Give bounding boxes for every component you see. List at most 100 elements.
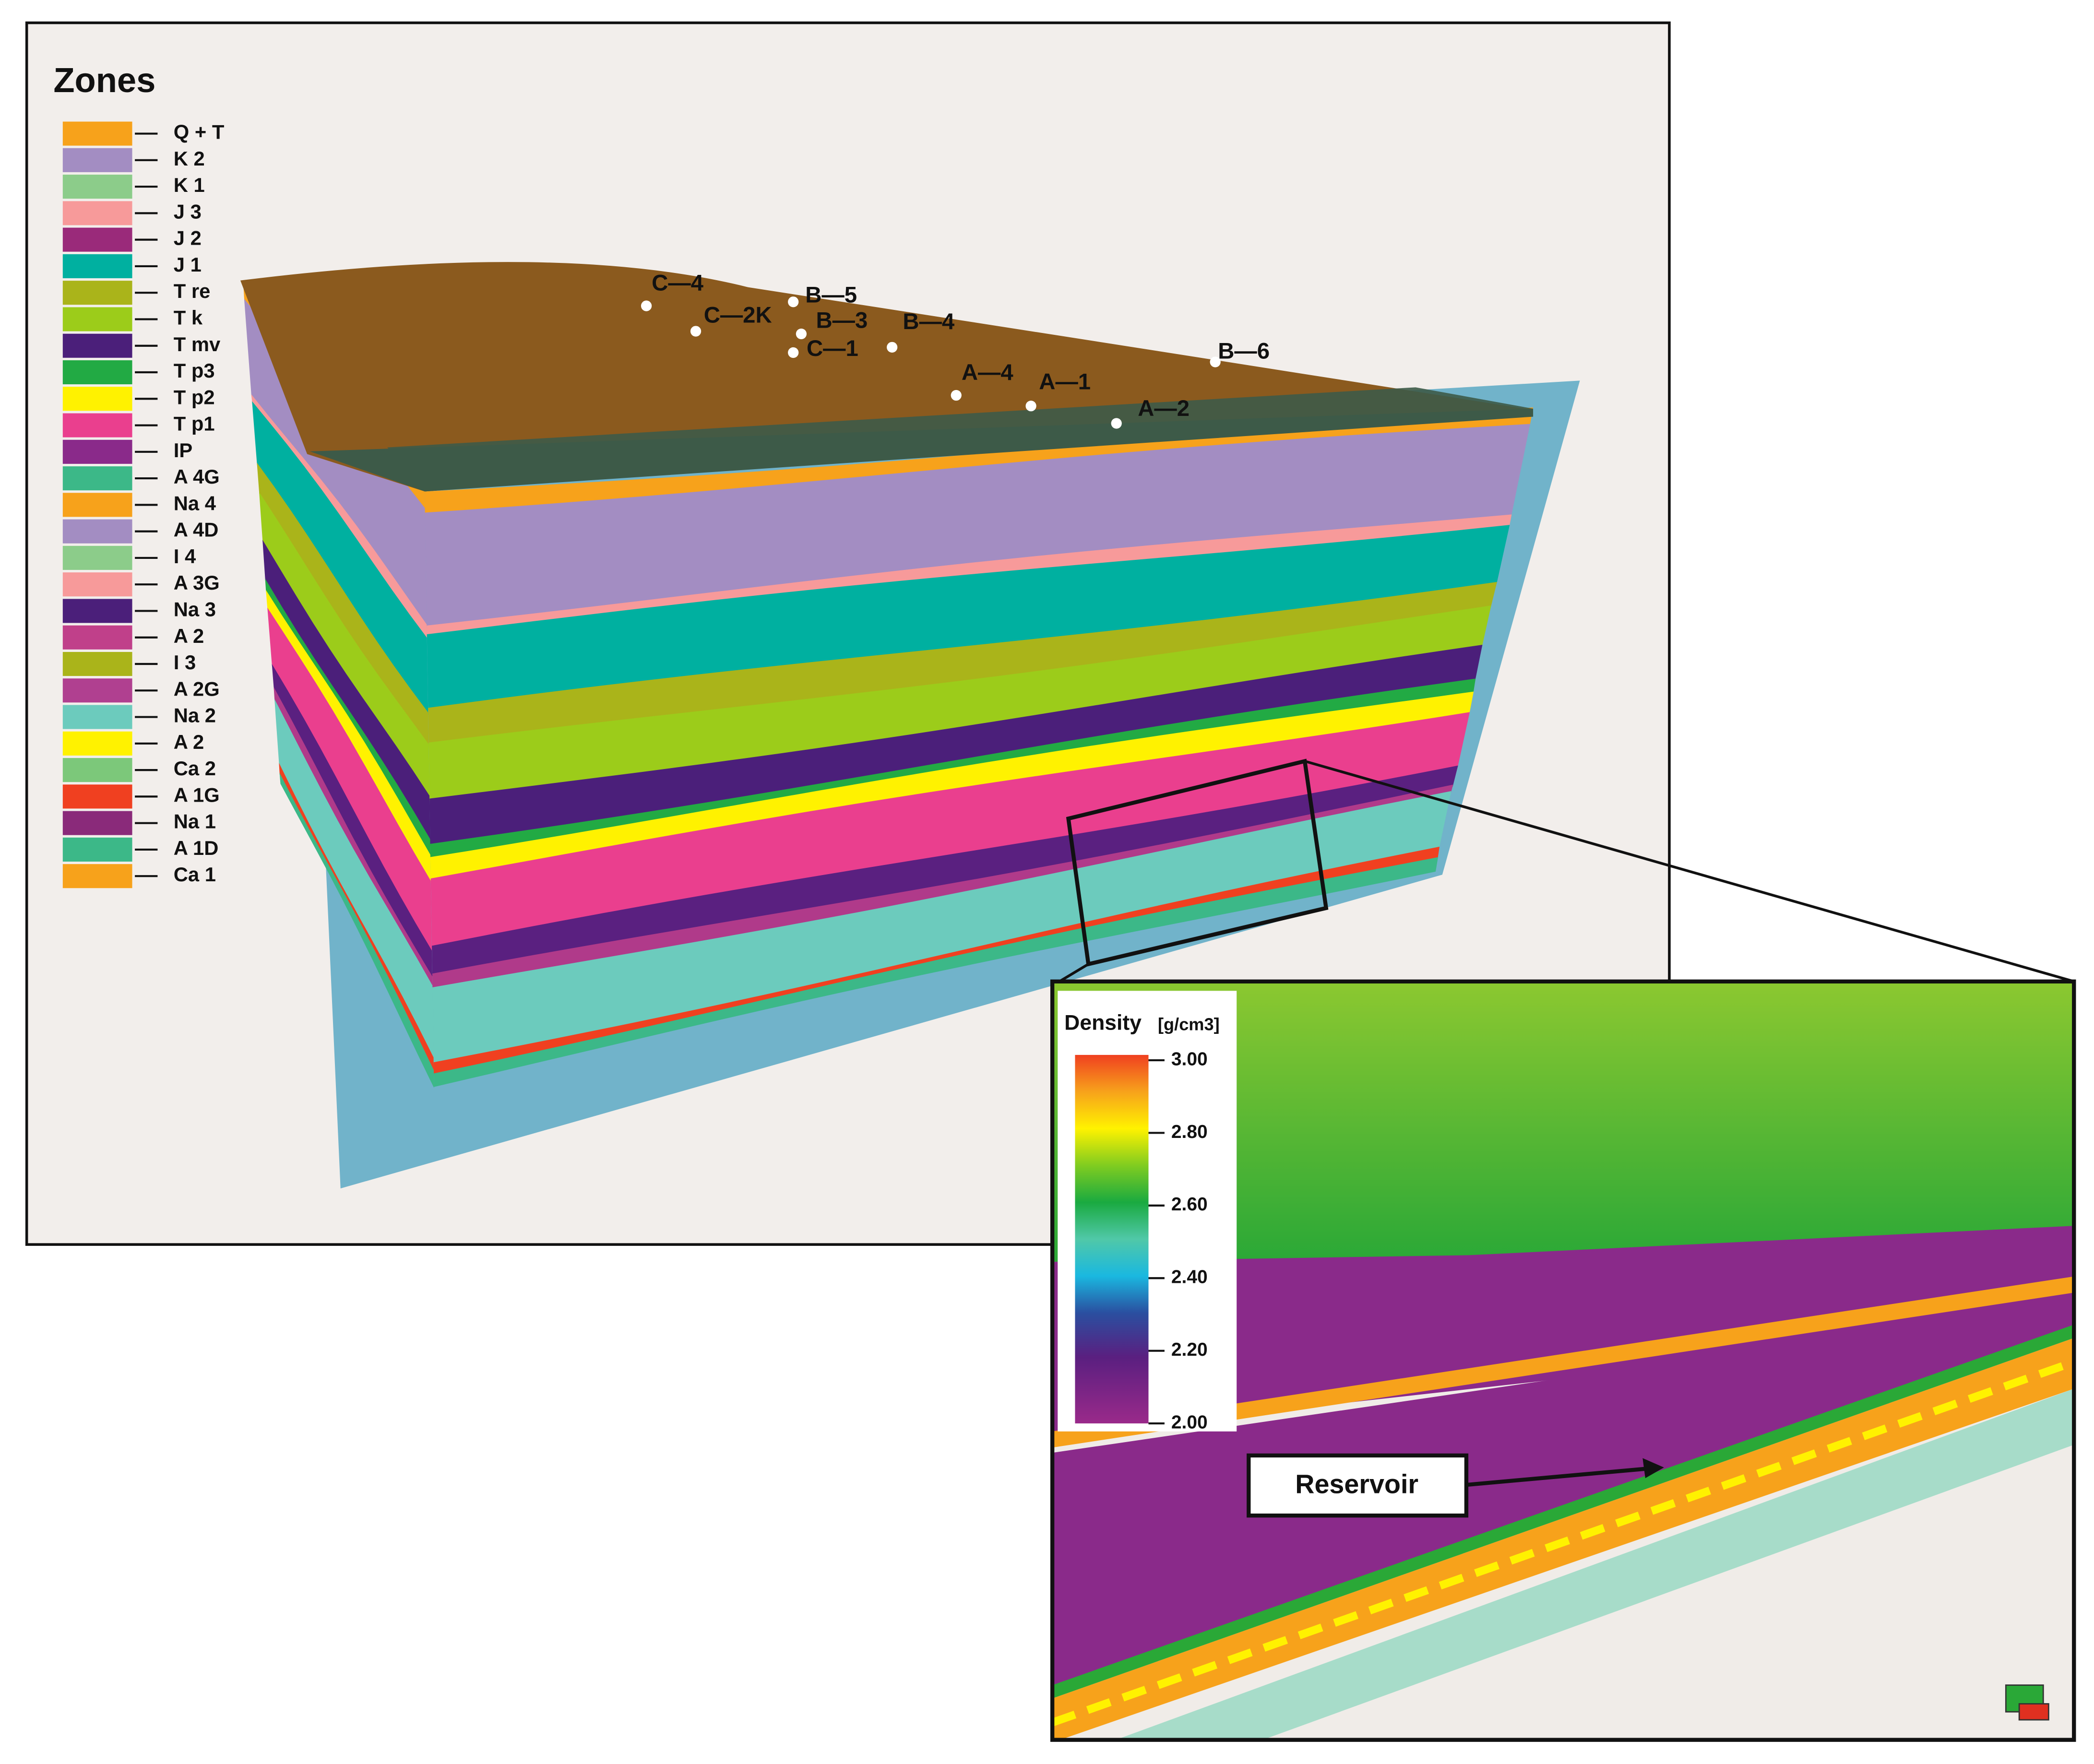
front-zone-band (428, 582, 1497, 745)
legend-title: Zones (53, 61, 155, 100)
side-zone-band (252, 401, 428, 715)
legend-label: Na 4 (174, 492, 216, 514)
front-zone-band (430, 712, 1470, 948)
front-zone-band (429, 645, 1483, 846)
legend-label: T p2 (174, 386, 215, 408)
legend-label: A 2G (174, 677, 220, 700)
zoom-line (1304, 759, 2075, 983)
legend-swatch (62, 254, 132, 278)
zoom-box (1066, 758, 1329, 967)
front-zone-band (427, 525, 1510, 710)
legend-label: T p3 (174, 359, 215, 382)
legend-swatch (62, 705, 132, 729)
inset-frame (1050, 979, 2076, 1742)
side-zone-band (279, 772, 434, 1088)
legend-label: A 3G (174, 571, 220, 594)
colorbar-tick-label: 2.20 (1171, 1339, 1208, 1360)
legend-label: J 1 (174, 253, 202, 276)
side-zone-band (257, 462, 429, 747)
side-zone-band (259, 492, 430, 798)
front-zone-band (425, 424, 1530, 628)
legend-swatch (62, 466, 132, 491)
legend-label: A 2 (174, 625, 204, 647)
legend-label: Na 1 (174, 810, 216, 833)
legend-label: Na 3 (174, 598, 216, 620)
wells: C—4C—2K B—5B—3 C—1 B—4 A—4 A—1 B—6 A—2 (641, 271, 1270, 429)
front-zone-band (432, 791, 1452, 1065)
top-surface (240, 262, 1534, 492)
colorbar: Density [g/cm3] 3.00 2.80 2.60 2.40 2.20 2.00 (1058, 991, 1237, 1433)
well-point (1111, 418, 1122, 429)
legend-swatch (62, 439, 132, 464)
legend-label: K 2 (174, 147, 205, 170)
side-zone-band (267, 607, 432, 953)
legend-label: Q + T (174, 121, 225, 143)
legend-swatch (62, 307, 132, 331)
well-point (641, 300, 652, 311)
legend-swatch (62, 493, 132, 517)
legend-swatch (62, 121, 132, 146)
annotation: Reservoir (1295, 1469, 1418, 1499)
legend-swatch (62, 811, 132, 835)
well-point (788, 347, 799, 358)
well-point (690, 326, 702, 337)
legend-swatch (62, 227, 132, 252)
colorbar-tick-label: 3.00 (1171, 1049, 1208, 1069)
front-zone-band (428, 605, 1491, 801)
density-streak (1052, 1358, 2074, 1727)
well-point (1025, 401, 1036, 412)
legend-label: A 4G (174, 465, 220, 488)
well-label: A—2 (1138, 396, 1190, 421)
legend-swatch (62, 599, 132, 623)
front-zone-band (434, 857, 1438, 1087)
colorbar-tick-label: 2.40 (1171, 1267, 1208, 1288)
well-label: A—1 (1039, 369, 1091, 394)
legend-swatch (62, 678, 132, 703)
top-edge (387, 387, 1534, 492)
legend-swatch (62, 360, 132, 385)
well-label: B—3 (816, 308, 868, 333)
legend-label: J 3 (174, 200, 202, 223)
colorbar-tick-label: 2.80 (1171, 1122, 1208, 1142)
legend-label: I 4 (174, 545, 196, 568)
well-label: C—4 (652, 271, 703, 296)
well-label: C—1 (807, 336, 858, 361)
legend-swatch (62, 201, 132, 225)
legend-swatch (62, 545, 132, 570)
legend-swatch (62, 333, 132, 358)
colorbar-tick-label: 2.60 (1171, 1194, 1208, 1215)
legend-swatch (62, 731, 132, 756)
legend-label: T p1 (174, 413, 215, 435)
front-zone-band (432, 765, 1458, 976)
annotation-arrow (1466, 1467, 1646, 1487)
legend-label: IP (174, 439, 192, 462)
colorbar-scale (1075, 1054, 1149, 1424)
well-point (788, 296, 799, 308)
legend-label: Na 2 (174, 704, 216, 727)
legend-swatch (62, 519, 132, 544)
legend-label: J 2 (174, 227, 202, 249)
density-zone (1052, 1226, 2074, 1436)
legend-label: T mv (174, 333, 221, 355)
well-label: B—6 (1218, 338, 1270, 364)
legend-swatch (62, 625, 132, 650)
legend-label: T k (174, 306, 203, 329)
legend-label: A 4D (174, 519, 219, 541)
side-zone-band (274, 687, 433, 988)
well-label: B—4 (903, 309, 954, 334)
legend: Zones Q + T K 2 K 1 J 3 J 2 J 1 T re T k T mv T p… (53, 61, 225, 888)
legend-swatch (62, 175, 132, 199)
well-point (887, 342, 898, 353)
legend-swatch (62, 281, 132, 305)
legend-swatch (62, 572, 132, 597)
well-point (796, 328, 807, 340)
reservoir-zone (1052, 1325, 2074, 1699)
legend-swatch (62, 758, 132, 782)
orientation-icon (2018, 1703, 2049, 1721)
legend-label: A 2 (174, 731, 204, 753)
legend-swatch (62, 784, 132, 809)
legend-label: Ca 1 (174, 863, 216, 886)
side-zone-band (262, 540, 430, 841)
